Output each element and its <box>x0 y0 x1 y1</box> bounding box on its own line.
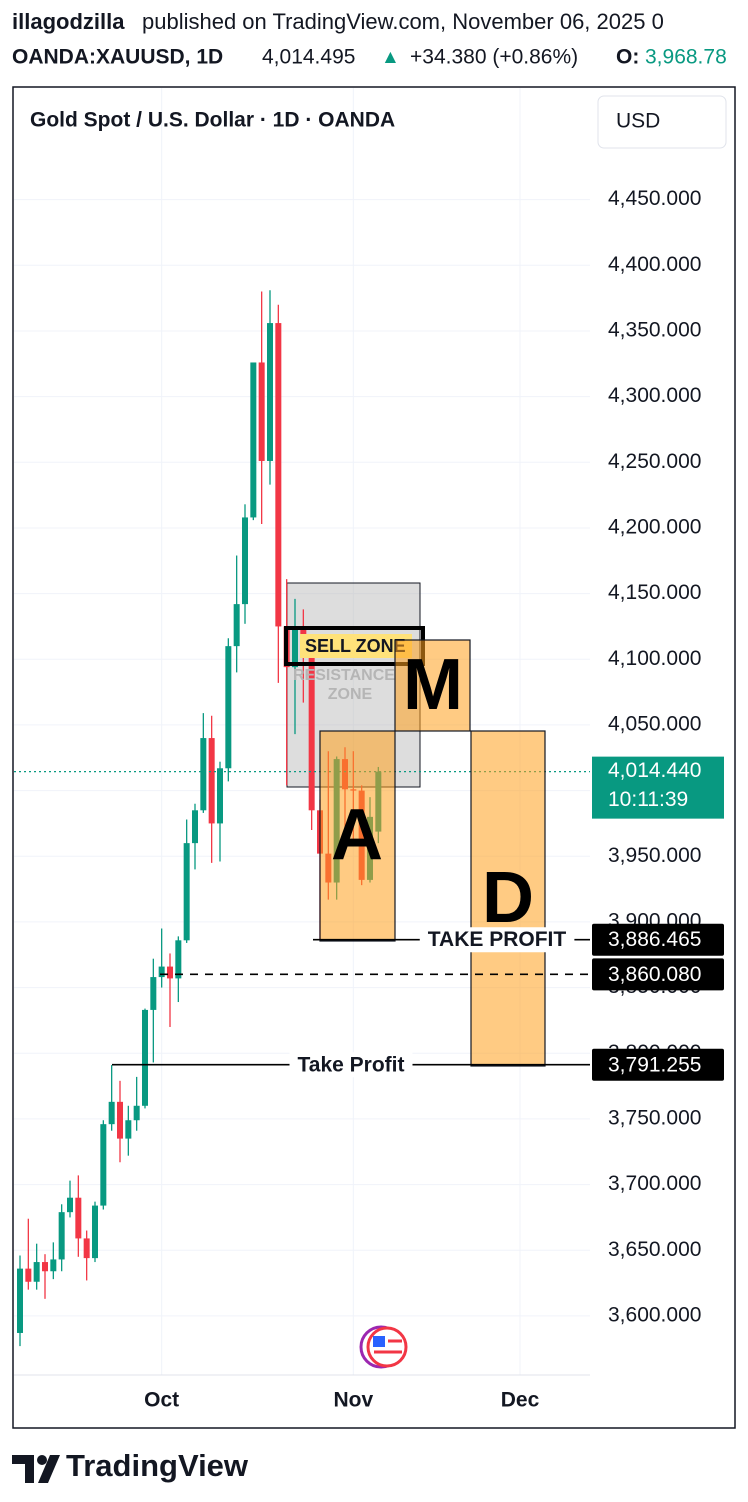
candle-body <box>108 1101 115 1125</box>
candle-body <box>50 1259 57 1272</box>
candle-body <box>167 966 173 979</box>
candle-body <box>142 1009 148 1106</box>
candle-body <box>217 768 223 824</box>
price-badge <box>592 958 724 991</box>
candle-body <box>200 738 207 811</box>
y-tick-label: 3,600.000 <box>608 1303 701 1326</box>
price: 4,014.495 <box>262 46 355 69</box>
candle-body <box>33 1262 40 1282</box>
candle-body <box>83 1238 90 1259</box>
price-line-text-bg <box>419 927 575 953</box>
candle-body <box>133 1105 140 1121</box>
y-tick-label: 4,400.000 <box>608 253 701 276</box>
pattern-m-letter: M <box>403 645 463 725</box>
y-tick-label: 3,650.000 <box>608 1238 701 1261</box>
candle-body <box>150 977 157 1010</box>
y-tick-label: 4,150.000 <box>608 581 701 604</box>
symbol: OANDA:XAUUSD, 1D <box>12 46 223 69</box>
y-tick-label: 3,750.000 <box>608 1106 701 1129</box>
change: +34.380 (+0.86%) <box>410 46 578 69</box>
candle-body <box>250 362 257 518</box>
candle-body <box>125 1120 132 1139</box>
x-tick-label: Nov <box>333 1389 373 1412</box>
branding: TradingView <box>12 1448 249 1483</box>
open-label: O: <box>616 46 639 69</box>
pattern-d <box>470 730 546 1067</box>
candle-body <box>242 517 248 605</box>
open-value: 3,968.78 <box>645 46 727 69</box>
candle-body <box>267 323 273 461</box>
candle-body <box>192 810 198 844</box>
y-tick-label: 4,450.000 <box>608 187 701 210</box>
publisher: illagodzilla <box>12 9 125 34</box>
pattern-m <box>394 639 471 732</box>
candle-body <box>158 966 165 978</box>
candle-body <box>25 1268 32 1282</box>
resistance-text: ZONE <box>328 686 373 703</box>
price-badge <box>592 923 724 956</box>
currency-button[interactable] <box>597 95 727 149</box>
candle-body <box>208 738 215 824</box>
flag-icon <box>359 1325 408 1369</box>
sell-zone-label: SELL ZONE <box>305 636 406 656</box>
price-line-text: Take Profit <box>298 1053 405 1076</box>
y-tick-label: 4,300.000 <box>608 384 701 407</box>
pattern-a-letter: A <box>331 795 383 875</box>
y-tick-label: 3,700.000 <box>608 1172 701 1195</box>
candle-body <box>292 626 298 668</box>
brand-name: TradingView <box>66 1448 249 1483</box>
candle-body <box>17 1268 23 1333</box>
x-tick-label: Dec <box>501 1389 540 1412</box>
candle-body <box>225 646 232 769</box>
countdown: 10:11:39 <box>608 788 688 811</box>
currency[interactable]: USD <box>616 110 660 133</box>
price-line-text-bg <box>289 1052 413 1078</box>
y-tick-label: 4,350.000 <box>608 319 701 342</box>
candle-body <box>100 1124 107 1206</box>
price-badge-label: 3,860.080 <box>608 963 701 986</box>
candle-body <box>233 604 240 647</box>
candle-body <box>58 1212 65 1260</box>
sell-zone-label-bg <box>300 634 412 658</box>
price-badge-label: 3,791.255 <box>608 1053 701 1076</box>
candle-body <box>275 323 282 627</box>
candle-body <box>92 1205 98 1259</box>
y-tick-label: 4,100.000 <box>608 647 701 670</box>
current-price-badge <box>592 756 724 819</box>
published-text: published on TradingView.com, November 0… <box>142 9 664 34</box>
price-badge <box>592 1048 724 1081</box>
price-line-text: TAKE PROFIT <box>428 928 567 951</box>
candle-body <box>175 940 182 979</box>
chart-header: Gold Spot / U.S. Dollar · 1D · OANDA USD <box>30 95 727 149</box>
chart-title: Gold Spot / U.S. Dollar · 1D · OANDA <box>30 109 395 132</box>
y-tick-label: 4,200.000 <box>608 515 701 538</box>
candle-body <box>183 843 190 941</box>
arrow: ▲ <box>381 47 400 68</box>
current-price-label: 4,014.440 <box>608 759 701 782</box>
y-tick-label: 3,950.000 <box>608 844 701 867</box>
pattern-a <box>319 730 396 942</box>
candle-body <box>67 1197 73 1213</box>
candle-body <box>75 1197 82 1239</box>
candle-body <box>42 1262 48 1272</box>
candle-body <box>258 362 265 461</box>
header: illagodzilla published on TradingView.co… <box>12 9 727 69</box>
y-tick-label: 4,250.000 <box>608 450 701 473</box>
y-tick-label: 4,050.000 <box>608 712 701 735</box>
pattern-d-letter: D <box>482 858 534 938</box>
candle-body <box>117 1101 123 1139</box>
price-badge-label: 3,886.465 <box>608 928 701 951</box>
resistance-text: RESISTANCE <box>293 667 395 684</box>
x-tick-label: Oct <box>144 1389 179 1412</box>
candle-body <box>308 643 315 811</box>
